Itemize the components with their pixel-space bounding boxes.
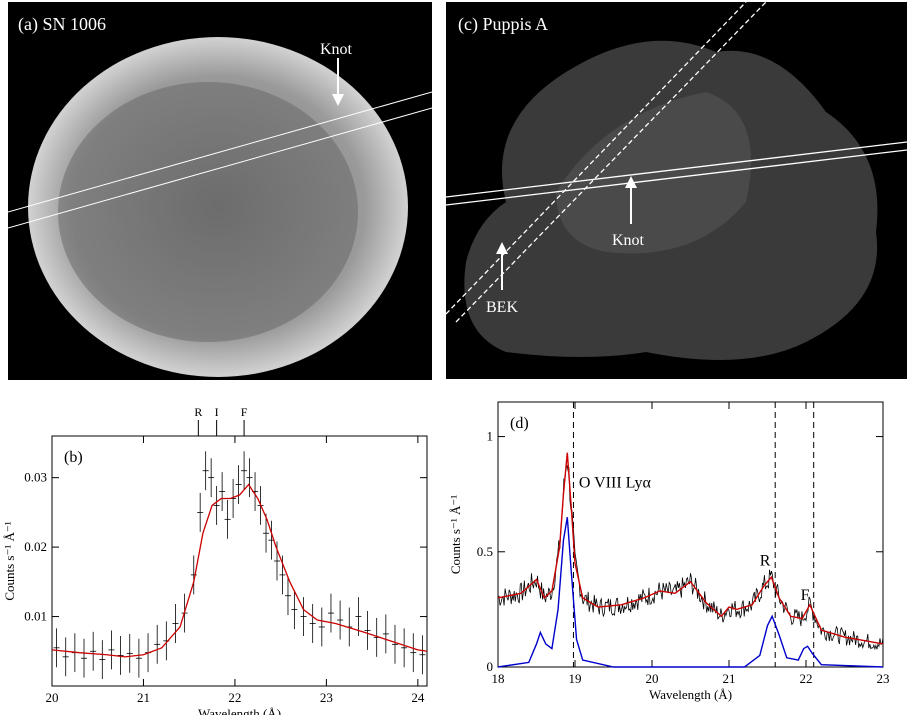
data-point (327, 593, 334, 633)
line-annotation: O VIII Lyα (579, 474, 652, 491)
x-tick-label: 20 (46, 690, 59, 705)
data-point (364, 611, 371, 650)
x-tick-label: 24 (411, 690, 425, 705)
data-point (382, 614, 389, 654)
slit-line (8, 91, 432, 213)
x-tick-label: 22 (800, 671, 813, 686)
panel-label: (b) (64, 449, 83, 466)
y-tick-label: 0.03 (24, 470, 47, 485)
panel-c-puppis-a-image: (c) Puppis A Knot BEK (446, 2, 907, 379)
line-annotation: R (760, 553, 771, 570)
slit-line-dashed (455, 2, 767, 323)
data-point (246, 458, 253, 498)
data-point (190, 555, 197, 595)
x-axis-label: Wavelength (Å) (649, 687, 732, 702)
data-point (154, 624, 161, 664)
y-tick-label: 1 (487, 429, 494, 444)
data-point (419, 635, 426, 675)
data-point (202, 451, 209, 491)
data-point (263, 513, 270, 553)
data-point (99, 640, 106, 680)
data-point (337, 600, 344, 640)
line-marker-label: F (241, 405, 248, 419)
arrow-head-icon (625, 176, 637, 188)
data-point (355, 597, 362, 636)
data-point (235, 465, 242, 505)
data-point (279, 555, 286, 595)
y-tick-label: 0.01 (24, 609, 47, 624)
arrow-head-icon (332, 94, 344, 106)
model-curve (51, 483, 428, 658)
data-point (291, 590, 298, 630)
y-tick-label: 0 (487, 659, 494, 674)
data-point (53, 628, 60, 668)
x-tick-label: 21 (723, 671, 736, 686)
bek-label: BEK (486, 299, 518, 316)
data-point (300, 597, 307, 636)
data-point (274, 541, 280, 581)
panel-d-spectrum-chart: 18 19 20 21 22 23 0 0.5 1 Wavelength (Å) Counts s⁻… (448, 401, 890, 702)
y-tick-label: 0.02 (24, 539, 47, 554)
slit-line (446, 141, 907, 198)
slit-line (446, 149, 907, 206)
panel-a-label: (a) SN 1006 (18, 14, 106, 35)
data-point (81, 638, 88, 678)
data-point (135, 638, 142, 678)
line-annotation: F (801, 587, 810, 604)
data-point (108, 630, 115, 670)
x-tick-label: 23 (320, 690, 333, 705)
x-axis-label: Wavelength (Å) (198, 706, 281, 715)
panel-c-label: (c) Puppis A (458, 14, 548, 35)
slit-line (8, 107, 432, 229)
y-axis-label: Counts s⁻¹ Å⁻¹ (448, 495, 463, 574)
plot-frame (51, 435, 428, 687)
slit-line-dashed (446, 2, 747, 315)
line-marker-label: I (215, 405, 219, 419)
y-tick-label: 0.5 (477, 544, 493, 559)
knot-label: Knot (320, 41, 353, 58)
data-point (309, 604, 316, 643)
x-tick-label: 21 (137, 690, 150, 705)
panel-a-sn1006-image: (a) SN 1006 Knot (8, 2, 432, 380)
model-curve-blue (497, 517, 884, 668)
panel-label: (d) (510, 415, 529, 432)
arrow-head-icon (496, 242, 508, 254)
model-curve-red (497, 452, 884, 645)
x-tick-label: 23 (877, 671, 890, 686)
data-point (391, 624, 398, 664)
data-point (219, 472, 226, 511)
data-point (224, 499, 231, 539)
x-tick-label: 18 (492, 671, 505, 686)
data-point (90, 631, 97, 671)
data-point (284, 576, 291, 616)
y-axis-label: Counts s⁻¹ Å⁻¹ (2, 521, 17, 600)
knot-label: Knot (612, 232, 645, 249)
data-point (172, 604, 179, 643)
x-tick-label: 20 (646, 671, 659, 686)
line-marker-label: R (194, 405, 202, 419)
data-point (410, 633, 417, 673)
data-point (213, 486, 220, 525)
data-point (401, 628, 408, 668)
data-point (208, 458, 215, 498)
data-point (126, 633, 133, 673)
data-point (62, 637, 69, 677)
data-point (318, 607, 325, 647)
data-point (197, 492, 204, 532)
x-tick-label: 22 (228, 690, 241, 705)
panel-b-spectrum-chart: 20 21 22 23 24 0.01 0.02 0.03 Wavelength (Å) Coun… (2, 405, 428, 715)
data-point (241, 451, 248, 491)
x-tick-label: 19 (569, 671, 582, 686)
